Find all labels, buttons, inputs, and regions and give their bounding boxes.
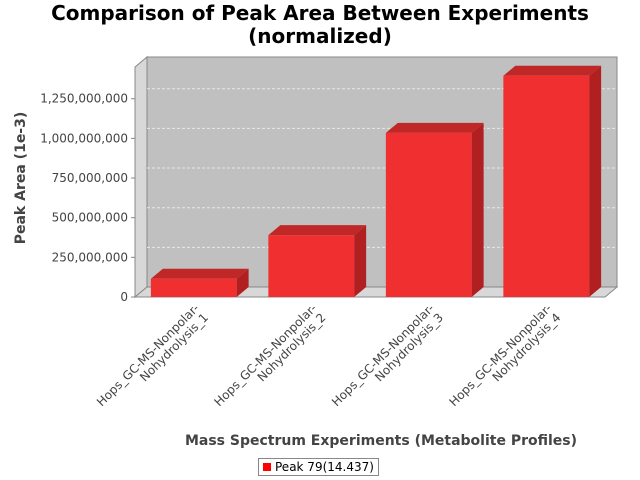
x-axis-label: Mass Spectrum Experiments (Metabolite Pr… bbox=[185, 433, 577, 449]
y-tick-label: 250,000,000 bbox=[52, 250, 128, 264]
bar-front bbox=[503, 75, 590, 297]
x-category-label-line: Hops_GC-MS-Nonpolar- bbox=[446, 301, 554, 409]
bar-top bbox=[503, 65, 602, 76]
y-tick-label: 1,000,000,000 bbox=[40, 131, 128, 145]
legend: Peak 79(14.437) bbox=[258, 458, 379, 476]
bar-top bbox=[268, 225, 367, 236]
bars bbox=[150, 65, 602, 298]
y-tick-label: 0 bbox=[120, 290, 128, 304]
bar-side bbox=[236, 268, 249, 297]
plot-left-wall bbox=[134, 55, 148, 299]
x-category-label: Hops_GC-MS-Nonpolar-Nohydrolysis_3 bbox=[329, 301, 446, 409]
x-category-label: Hops_GC-MS-Nonpolar-Nohydrolysis_1 bbox=[94, 301, 211, 409]
y-tick-label: 750,000,000 bbox=[52, 171, 128, 185]
chart-title: Comparison of Peak Area Between Experime… bbox=[0, 2, 640, 48]
y-tick-label: 500,000,000 bbox=[52, 211, 128, 225]
chart-title-line-1: Comparison of Peak Area Between Experime… bbox=[51, 1, 589, 25]
y-tick-label: 1,250,000,000 bbox=[40, 92, 128, 106]
x-category-label: Hops_GC-MS-Nonpolar-Nohydrolysis_2 bbox=[211, 301, 328, 409]
bar bbox=[150, 268, 249, 297]
chart-title-line-2: (normalized) bbox=[248, 24, 392, 48]
bar-side bbox=[471, 122, 484, 298]
y-axis-label: Peak Area (1e-3) bbox=[13, 112, 29, 245]
bar bbox=[385, 122, 484, 298]
bar bbox=[268, 225, 367, 297]
bar-side bbox=[589, 65, 602, 297]
legend-swatch bbox=[263, 463, 271, 471]
x-category-label-line: Hops_GC-MS-Nonpolar- bbox=[94, 301, 202, 409]
bar-side bbox=[354, 225, 367, 297]
bar-front bbox=[268, 235, 355, 297]
bar-top bbox=[150, 268, 249, 279]
bar bbox=[503, 65, 602, 297]
y-axis-ticks: 0 250,000,000 500,000,000 750,000,000 1,000,… bbox=[40, 92, 135, 304]
x-category-label-line: Hops_GC-MS-Nonpolar- bbox=[211, 301, 319, 409]
x-category-label: Hops_GC-MS-Nonpolar-Nohydrolysis_4 bbox=[446, 301, 563, 409]
x-category-label-line: Hops_GC-MS-Nonpolar- bbox=[329, 301, 437, 409]
bar-front bbox=[385, 132, 472, 297]
bar-top bbox=[385, 122, 484, 133]
legend-label: Peak 79(14.437) bbox=[275, 460, 374, 474]
x-axis-categories: Hops_GC-MS-Nonpolar-Nohydrolysis_1 Hops_G… bbox=[94, 301, 564, 409]
bar-front bbox=[150, 278, 237, 297]
